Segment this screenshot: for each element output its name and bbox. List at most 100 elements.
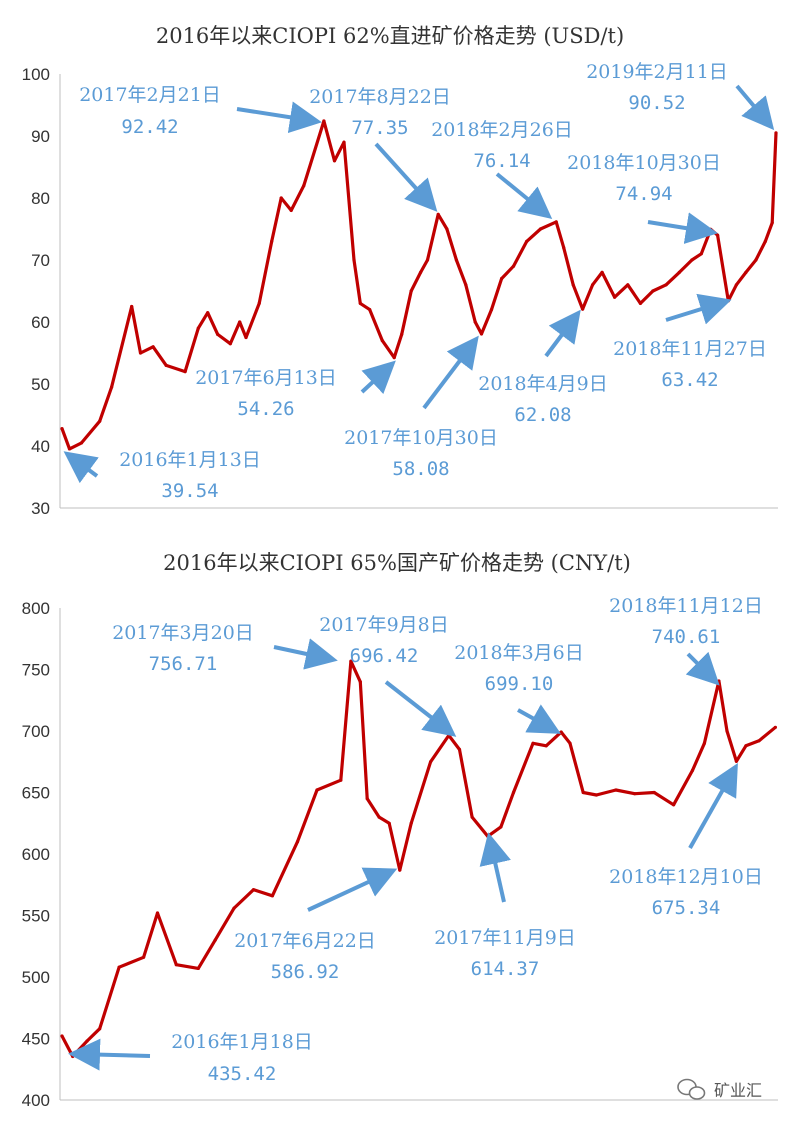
c2-data-point: [398, 868, 402, 872]
c1-annotation-arrow: [360, 360, 396, 395]
c2-y-tick-label: 450: [22, 1030, 50, 1049]
c1-data-point: [445, 227, 449, 231]
c1-annotation-date: 2017年6月13日: [195, 367, 337, 389]
c1-data-point: [511, 264, 516, 268]
c2-data-point: [633, 792, 637, 796]
c1-data-point: [500, 277, 504, 281]
c2-y-tick-label: 800: [22, 599, 50, 618]
c1-annotation-value: 39.54: [161, 480, 218, 502]
c1-data-point: [571, 283, 575, 287]
c1-data-point: [425, 258, 430, 262]
c1-data-point: [60, 427, 64, 431]
c1-data-point: [538, 227, 543, 231]
chart-2-title: 2016年以来CIOPI 65%国产矿价格走势 (CNY/t): [163, 551, 631, 575]
c1-data-point: [164, 363, 168, 367]
c2-annotation-date: 2018年11月12日: [609, 595, 763, 617]
c2-data-point: [690, 768, 695, 773]
c1-data-point: [196, 326, 200, 330]
c2-data-point: [315, 788, 319, 792]
c2-annotation-value: 740.61: [652, 626, 721, 648]
c2-data-point: [470, 815, 474, 819]
c2-annotation-value: 756.71: [149, 653, 218, 675]
c1-annotation-date: 2018年2月26日: [431, 119, 573, 141]
c2-data-point: [594, 793, 599, 797]
c1-data-point: [600, 270, 604, 274]
c2-data-point: [85, 1039, 89, 1043]
c2-annotation-arrow: [384, 680, 457, 737]
c2-annotation-value: 699.10: [485, 673, 554, 695]
c2-annotation-arrow: [688, 763, 738, 849]
c1-data-point: [763, 239, 767, 243]
c2-data-point: [232, 906, 236, 910]
c2-annotation-value: 435.42: [208, 1063, 277, 1085]
c1-data-point: [244, 335, 248, 340]
c1-data-point: [581, 307, 585, 311]
c2-data-point: [447, 733, 451, 738]
c1-data-point: [257, 301, 261, 305]
c2-data-point: [142, 955, 146, 959]
c1-data-point: [454, 258, 458, 262]
c1-annotation-date: 2018年4月9日: [478, 373, 608, 395]
c1-annotation-date: 2017年2月21日: [79, 84, 221, 106]
c2-data-point: [71, 1054, 75, 1058]
c1-annotation-arrow: [735, 84, 775, 131]
c1-data-point: [368, 308, 372, 312]
c1-data-point: [754, 258, 758, 262]
c1-data-point: [436, 212, 440, 216]
c1-data-point: [409, 289, 413, 293]
c1-data-point: [744, 270, 748, 274]
c2-annotation-date: 2017年6月22日: [234, 930, 376, 952]
c1-y-tick-label: 50: [31, 375, 50, 394]
c1-data-point: [525, 239, 529, 243]
c1-y-tick-label: 30: [31, 499, 50, 518]
c1-annotation-date: 2016年1月13日: [119, 449, 261, 471]
watermark: 矿业汇: [677, 1078, 762, 1100]
c1-annotation-date: 2019年2月11日: [586, 61, 728, 83]
c2-annotation-arrow: [307, 867, 398, 912]
c1-data-point: [651, 289, 655, 293]
c2-data-point: [581, 790, 585, 795]
c2-annotation-arrow: [68, 1038, 151, 1071]
c2-data-point: [734, 759, 739, 763]
c2-annotation-date: 2016年1月18日: [171, 1031, 313, 1053]
c1-data-point: [322, 119, 326, 123]
c1-data-point: [392, 356, 396, 360]
c1-data-point: [664, 283, 668, 287]
c1-annotation-arrow: [374, 142, 438, 212]
c2-data-point: [702, 741, 707, 745]
c2-annotation-arrow: [273, 638, 338, 670]
c2-data-point: [377, 815, 381, 819]
c1-annotation-arrow: [236, 101, 322, 134]
c2-data-point: [251, 888, 256, 892]
c2-data-point: [717, 679, 721, 683]
c2-y-tick-label: 500: [22, 968, 50, 987]
chart-1-title: 2016年以来CIOPI 62%直进矿价格走势 (USD/t): [156, 24, 624, 48]
c1-annotation-value: 74.94: [615, 183, 672, 205]
c2-data-point: [568, 741, 572, 745]
c1-data-point: [110, 385, 114, 389]
c1-y-tick-label: 70: [31, 251, 50, 270]
c1-annotation-date: 2017年8月22日: [309, 86, 451, 108]
c1-annotation-value: 62.08: [514, 404, 571, 426]
c1-data-point: [473, 320, 477, 324]
c2-annotation-date: 2017年3月20日: [112, 622, 254, 644]
c1-data-point: [98, 419, 102, 423]
c2-y-tick-label: 650: [22, 784, 50, 803]
c1-y-tick-label: 60: [31, 313, 50, 332]
c2-data-point: [365, 797, 369, 801]
c1-data-point: [613, 295, 617, 299]
c1-data-point: [130, 304, 134, 309]
c2-annotation-arrow: [685, 651, 720, 686]
c1-annotation-arrow: [647, 212, 718, 244]
c1-annotation-arrow: [665, 293, 732, 325]
c2-data-point: [295, 840, 300, 844]
c1-annotation-date: 2018年10月30日: [567, 152, 721, 174]
c1-annotation-value: 76.14: [473, 150, 530, 172]
c1-annotation-date: 2018年11月27日: [613, 338, 767, 360]
c2-data-point: [744, 744, 748, 748]
c2-data-point: [652, 790, 656, 795]
c2-annotation-arrow: [479, 832, 511, 903]
c2-data-point: [672, 803, 676, 807]
c2-data-point: [387, 821, 391, 825]
